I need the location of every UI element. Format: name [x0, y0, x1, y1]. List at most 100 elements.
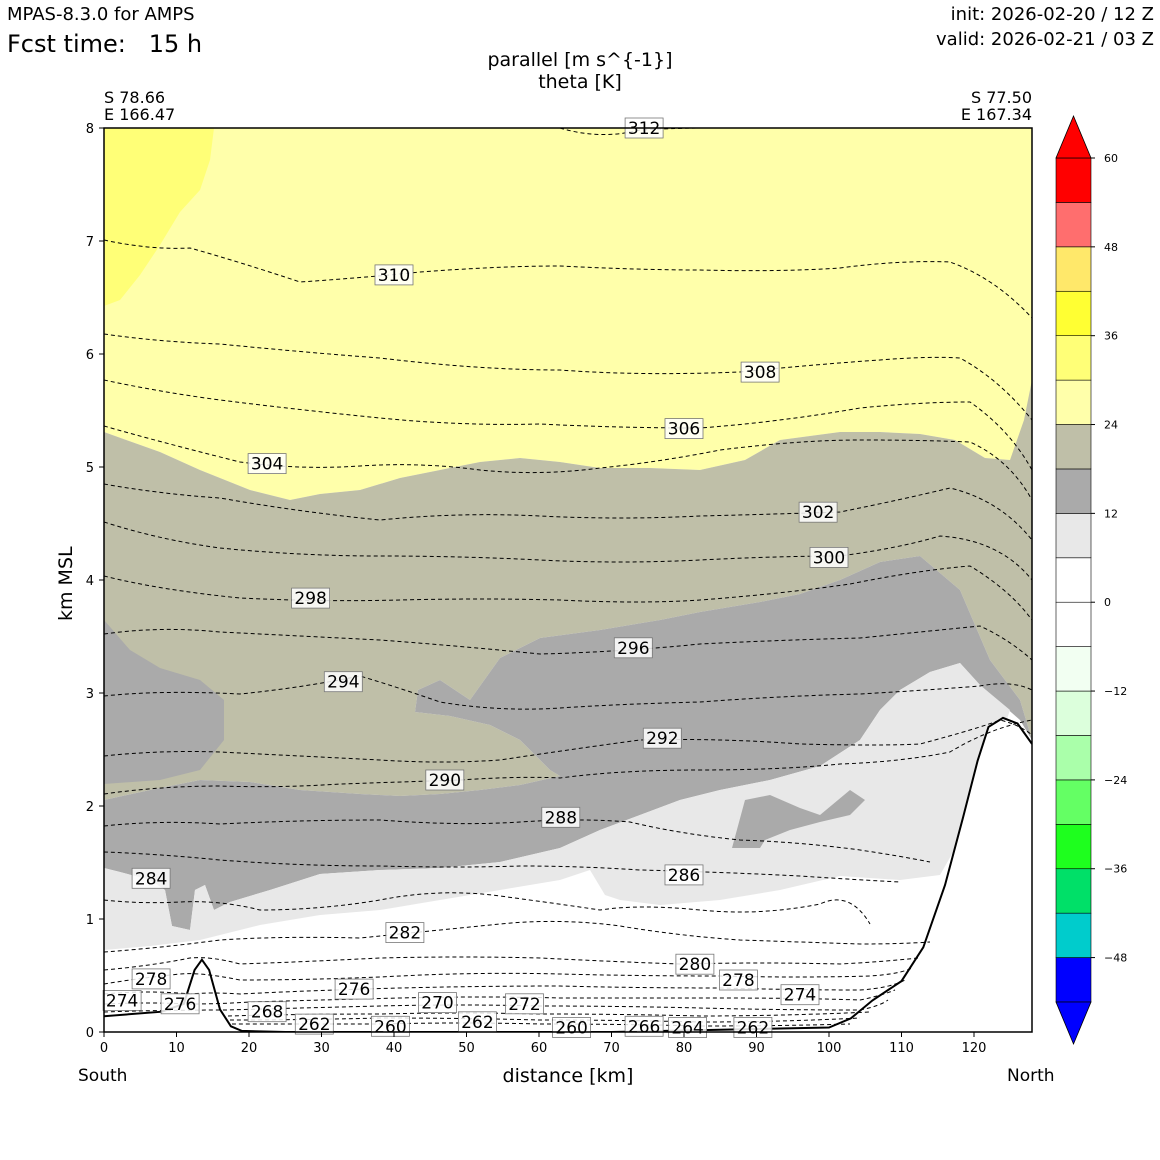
theta-label-264: 264 — [668, 1017, 707, 1039]
theta-label-text: 274 — [784, 986, 816, 1006]
theta-contour-274 — [104, 989, 896, 1005]
x-tick-label: 110 — [889, 1041, 914, 1056]
theta-label-text: 280 — [679, 955, 711, 975]
left-endpoint: S 78.66 E 166.47 — [104, 89, 175, 123]
y-tick-label: 8 — [86, 122, 94, 137]
theta-label-278: 278 — [719, 969, 758, 991]
y-tick-label: 3 — [86, 687, 94, 702]
theta-label-text: 298 — [294, 589, 326, 609]
theta-label-266: 266 — [624, 1015, 664, 1037]
x-tick-label: 100 — [817, 1041, 842, 1056]
x-tick-label: 0 — [100, 1041, 108, 1056]
model-title: MPAS-8.3.0 for AMPS — [7, 4, 195, 25]
colorbar-segment — [1055, 202, 1092, 248]
y-tick-label: 1 — [86, 913, 94, 928]
colorbar-segment — [1055, 424, 1092, 470]
x-tick-label: 30 — [313, 1041, 330, 1056]
theta-contour-286 — [104, 851, 901, 883]
contour-labels: 312 310 308 306 304 302 300 298 296 294 292 290 288 2… — [102, 117, 849, 1039]
theta-label-text: 262 — [461, 1013, 493, 1033]
theta-label-box — [131, 867, 171, 889]
x-tick-label: 50 — [458, 1041, 475, 1056]
left-endpoint-lon: E 166.47 — [104, 105, 176, 124]
theta-label-box — [131, 968, 171, 990]
theta-label-text: 262 — [298, 1015, 330, 1035]
theta-label-box — [541, 806, 581, 828]
colorbar-segment — [1055, 157, 1092, 203]
theta-contour-282 — [104, 920, 931, 953]
theta-label-box — [780, 984, 820, 1006]
theta-label-text: 260 — [555, 1019, 587, 1039]
theta-label-text: 282 — [389, 924, 421, 944]
theta-label-text: 278 — [722, 971, 754, 991]
x-tick-label: 120 — [962, 1041, 987, 1056]
theta-label-box — [294, 1013, 334, 1035]
theta-label-text: 286 — [668, 866, 700, 886]
theta-label-box — [664, 418, 704, 440]
theta-contour-294 — [104, 675, 1032, 710]
terrain-line — [104, 716, 1032, 1032]
colorbar-segment — [1055, 468, 1092, 514]
colorbar-tick-label: 12 — [1104, 507, 1118, 520]
theta-label-text: 264 — [671, 1019, 703, 1039]
theta-label-box — [247, 453, 287, 475]
theta-label-274: 274 — [102, 990, 142, 1011]
colorbar-segment — [1055, 601, 1092, 647]
theta-label-box — [719, 969, 758, 991]
colorbar-tick-label: −24 — [1104, 774, 1127, 787]
theta-contour-278 — [104, 967, 913, 985]
x-axis-ticks: 0 10 20 30 40 50 60 70 80 90 100 110 120 — [100, 1032, 987, 1056]
colorbar-segment — [1055, 779, 1092, 825]
y-tick-label: 6 — [86, 348, 94, 363]
theta-label-302: 302 — [798, 501, 838, 523]
theta-contour-306 — [104, 379, 1032, 471]
theta-label-box — [505, 993, 544, 1015]
theta-label-box — [374, 264, 414, 286]
colorbar-tick-label: 60 — [1104, 152, 1118, 165]
colorbar-extend-max — [1055, 114, 1092, 159]
theta-label-296: 296 — [613, 637, 653, 659]
theta-label-308: 308 — [740, 361, 780, 383]
theta-label-text: 274 — [106, 991, 138, 1011]
x-tick-label: 60 — [531, 1041, 548, 1056]
theta-label-text: 284 — [135, 869, 167, 889]
theta-contour-276 — [104, 979, 906, 995]
theta-label-282: 282 — [385, 922, 425, 944]
theta-label-300: 300 — [809, 547, 849, 568]
colorbar-tick-label: 24 — [1104, 419, 1118, 432]
theta-label-290: 290 — [425, 769, 465, 791]
theta-label-box — [664, 864, 704, 886]
init-time: init: 2026-02-20 / 12 Z — [950, 4, 1154, 25]
theta-label-294: 294 — [323, 671, 363, 693]
theta-label-box — [385, 922, 425, 943]
theta-label-text: 296 — [617, 639, 649, 659]
colorbar-extend-min — [1055, 1001, 1092, 1046]
theta-label-text: 306 — [668, 420, 700, 440]
left-endpoint-lat: S 78.66 — [104, 88, 166, 107]
valid-time: valid: 2026-02-21 / 03 Z — [936, 29, 1154, 50]
colorbar-tick-label: −48 — [1104, 952, 1127, 965]
theta-label-text: 278 — [135, 970, 167, 990]
theta-label-text: 276 — [338, 980, 370, 1000]
colorbar-tick-label: −36 — [1104, 863, 1127, 876]
theta-contour-298 — [104, 565, 1032, 621]
y-tick-label: 4 — [86, 574, 94, 589]
theta-label-box — [613, 637, 653, 659]
wind-fill-30-36 — [104, 128, 214, 306]
theta-label-box — [323, 671, 363, 693]
theta-label-box — [798, 501, 838, 523]
colorbar-segment — [1055, 513, 1092, 559]
y-tick-label: 2 — [86, 800, 94, 815]
theta-label-278: 278 — [131, 968, 171, 990]
colorbar-segment — [1055, 735, 1092, 781]
theta-label-box — [425, 769, 465, 791]
theta-label-box — [675, 953, 715, 975]
theta-label-text: 300 — [813, 548, 845, 568]
filled-wind-field — [104, 128, 1032, 1032]
theta-label-270: 270 — [418, 992, 457, 1014]
chart-subtitle: theta [K] — [538, 71, 622, 93]
theta-contour-310 — [104, 239, 1032, 319]
theta-label-262: 262 — [733, 1017, 773, 1039]
colorbar-segment — [1055, 557, 1092, 603]
